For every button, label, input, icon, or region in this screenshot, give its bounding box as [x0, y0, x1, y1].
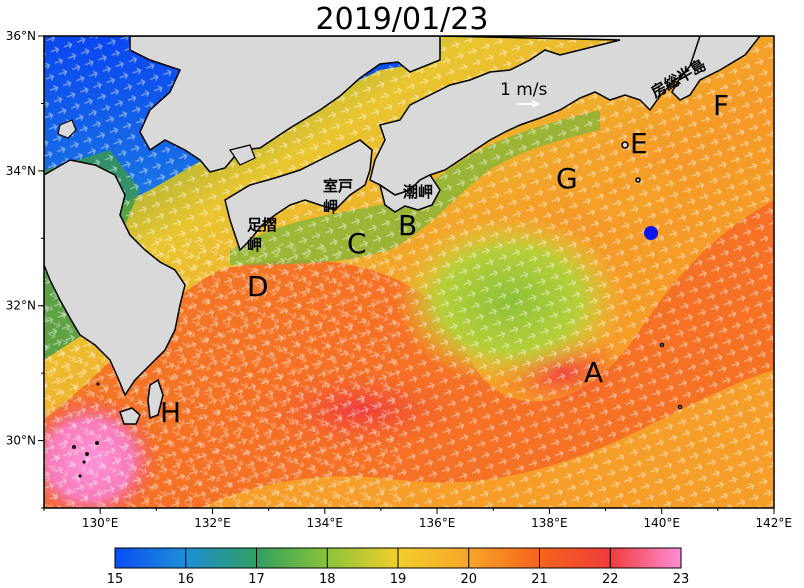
map-frame [43, 35, 775, 509]
land [44, 36, 761, 425]
lon-tick-label: 142°E [756, 516, 793, 530]
boso-peninsula [671, 36, 761, 101]
lon-tick-label: 132°E [194, 516, 231, 530]
region-b-label: B [398, 209, 417, 242]
izu-island-3 [659, 342, 665, 348]
colorbar-ticks: 15 16 17 18 19 20 21 22 23 [107, 548, 690, 587]
latitude-ticks: 36°N 34°N 32°N 30°N [6, 29, 44, 509]
ashizuri-label-line1: 足摺 [247, 216, 277, 234]
region-g-label: G [556, 162, 578, 195]
kii-peninsula [378, 174, 441, 213]
muroto-label-line2: 岬 [323, 198, 338, 216]
nansei-islands [72, 382, 100, 478]
yakushima [119, 407, 141, 425]
region-a-label: A [584, 356, 603, 389]
shionomisaki-label: 潮岬 [403, 183, 433, 201]
map-title: 2019/01/23 [315, 2, 489, 37]
colorbar-tick-label: 17 [248, 572, 265, 587]
colorbar-tick-label: 15 [107, 572, 124, 587]
tanegashima [147, 378, 164, 420]
ashizuri-label-line2: 岬 [247, 236, 262, 254]
region-c-label: C [347, 227, 367, 260]
lat-tick-label: 30°N [6, 434, 36, 448]
colorbar-tick-label: 19 [390, 572, 407, 587]
izu-island-2 [635, 177, 641, 183]
velocity-scale: 1 m/s [500, 80, 548, 108]
lon-tick-label: 130°E [82, 516, 119, 530]
observation-point-marker [644, 226, 658, 240]
island-setouchi [229, 144, 256, 166]
region-f-label: F [713, 89, 729, 122]
lon-tick-label: 140°E [643, 516, 680, 530]
lat-tick-label: 32°N [6, 299, 36, 313]
colorbar-tick-label: 16 [177, 572, 194, 587]
colorbar-tick-label: 18 [319, 572, 336, 587]
lat-tick-label: 36°N [6, 29, 36, 43]
muroto-label-line1: 室戸 [323, 177, 353, 195]
region-e-label: E [630, 127, 648, 160]
colorbar-tick-label: 23 [673, 572, 690, 587]
kyushu [44, 159, 186, 397]
izu-island-1 [621, 141, 629, 149]
lon-tick-label: 138°E [531, 516, 568, 530]
region-d-label: D [247, 270, 269, 303]
scale-label: 1 m/s [500, 80, 548, 100]
longitude-ticks: 130°E 132°E 134°E 136°E 138°E 140°E 142°E [43, 508, 793, 530]
region-labels: A BC D E F G H [160, 89, 729, 429]
lat-tick-label: 34°N [6, 164, 36, 178]
island-oki [57, 119, 77, 139]
colorbar-tick-label: 22 [602, 572, 619, 587]
lon-tick-label: 134°E [307, 516, 344, 530]
oki-islands [57, 119, 256, 166]
colorbar-tick-label: 20 [460, 572, 477, 587]
region-h-label: H [160, 396, 181, 429]
lon-tick-label: 136°E [419, 516, 456, 530]
izu-island-4 [677, 404, 683, 410]
colorbar-tick-label: 21 [531, 572, 548, 587]
shikoku [224, 139, 373, 252]
